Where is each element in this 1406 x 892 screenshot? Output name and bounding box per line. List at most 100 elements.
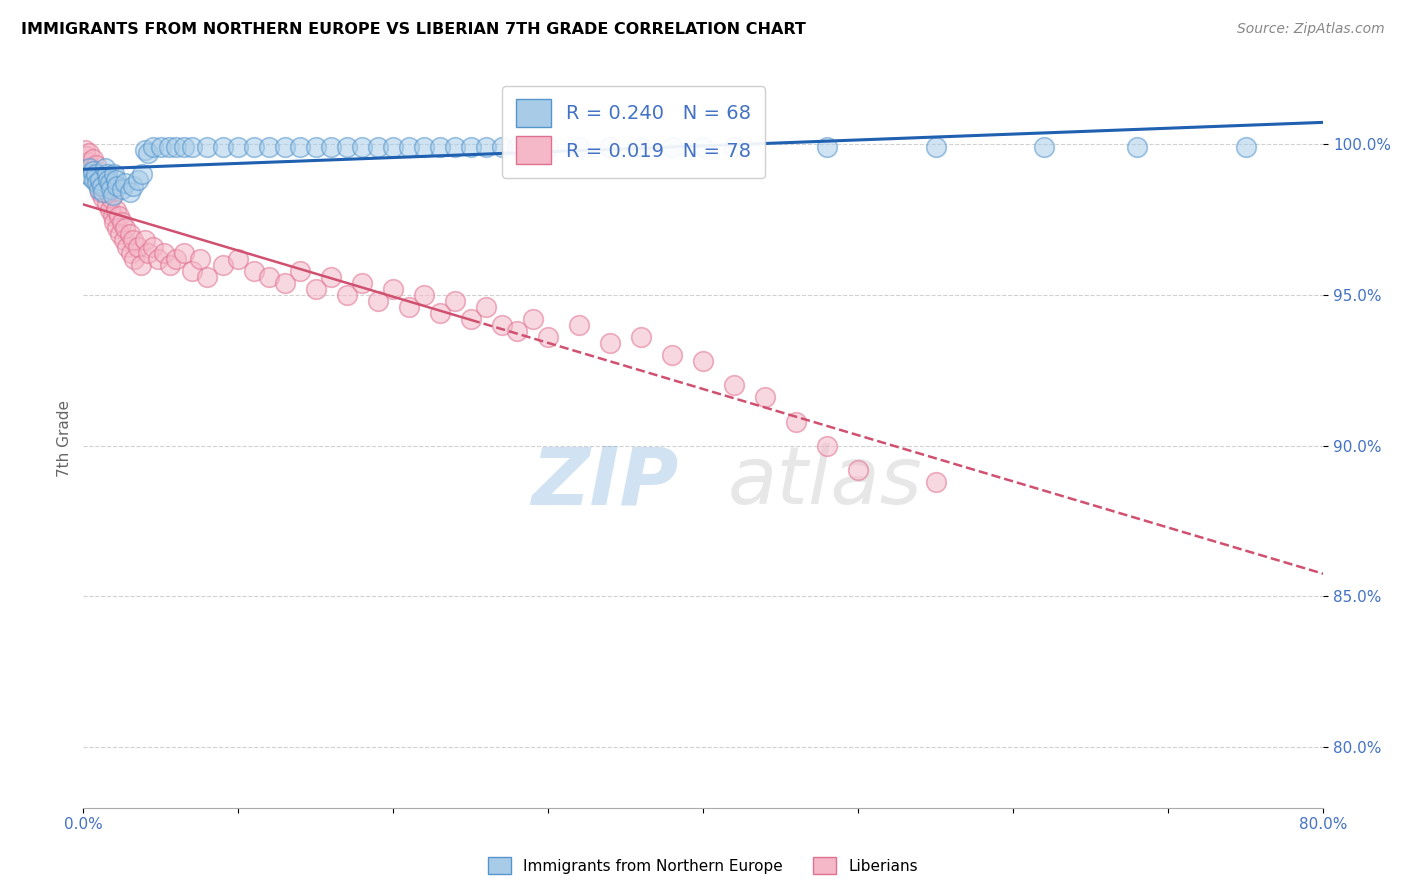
Legend: Immigrants from Northern Europe, Liberians: Immigrants from Northern Europe, Liberia… bbox=[482, 851, 924, 880]
Point bbox=[661, 140, 683, 154]
Point bbox=[305, 282, 328, 296]
Point bbox=[73, 143, 96, 157]
Point bbox=[101, 188, 124, 202]
Point bbox=[321, 269, 343, 284]
Point bbox=[122, 179, 145, 194]
Point bbox=[274, 276, 297, 290]
Point bbox=[75, 149, 97, 163]
Point bbox=[127, 239, 149, 253]
Point bbox=[83, 173, 105, 187]
Point bbox=[124, 252, 146, 266]
Point bbox=[157, 140, 180, 154]
Point bbox=[94, 179, 117, 194]
Point bbox=[522, 140, 544, 154]
Point bbox=[149, 140, 172, 154]
Point bbox=[352, 140, 374, 154]
Point bbox=[336, 287, 359, 301]
Point bbox=[846, 463, 869, 477]
Point bbox=[103, 215, 125, 229]
Point bbox=[115, 239, 138, 253]
Point bbox=[105, 221, 128, 235]
Point bbox=[398, 140, 420, 154]
Point bbox=[89, 185, 111, 199]
Point bbox=[77, 167, 100, 181]
Point bbox=[127, 173, 149, 187]
Point bbox=[599, 140, 621, 154]
Point bbox=[537, 330, 560, 344]
Point bbox=[159, 258, 181, 272]
Point bbox=[134, 143, 156, 157]
Point bbox=[165, 140, 187, 154]
Point bbox=[630, 330, 652, 344]
Point bbox=[630, 140, 652, 154]
Point bbox=[98, 203, 121, 218]
Point bbox=[195, 269, 218, 284]
Point bbox=[491, 318, 513, 332]
Point bbox=[692, 140, 714, 154]
Point bbox=[188, 252, 211, 266]
Point bbox=[815, 140, 838, 154]
Point bbox=[134, 234, 156, 248]
Point bbox=[661, 348, 683, 362]
Point bbox=[104, 203, 127, 218]
Point bbox=[86, 176, 108, 190]
Point bbox=[180, 140, 202, 154]
Text: Source: ZipAtlas.com: Source: ZipAtlas.com bbox=[1237, 22, 1385, 37]
Point bbox=[195, 140, 218, 154]
Point bbox=[138, 245, 160, 260]
Point bbox=[568, 318, 591, 332]
Point bbox=[243, 140, 266, 154]
Point bbox=[180, 263, 202, 277]
Point bbox=[77, 155, 100, 169]
Point bbox=[87, 179, 110, 194]
Point bbox=[429, 140, 451, 154]
Y-axis label: 7th Grade: 7th Grade bbox=[58, 400, 72, 476]
Point bbox=[274, 140, 297, 154]
Point bbox=[413, 287, 436, 301]
Point bbox=[243, 263, 266, 277]
Point bbox=[429, 306, 451, 320]
Point bbox=[104, 173, 127, 187]
Point bbox=[131, 167, 153, 181]
Point bbox=[444, 140, 467, 154]
Point bbox=[146, 252, 169, 266]
Point bbox=[367, 140, 389, 154]
Point bbox=[398, 300, 420, 314]
Point bbox=[79, 161, 101, 175]
Point bbox=[142, 140, 165, 154]
Point bbox=[537, 140, 560, 154]
Point bbox=[97, 185, 120, 199]
Point bbox=[1033, 140, 1056, 154]
Point bbox=[211, 258, 233, 272]
Point bbox=[79, 146, 101, 161]
Point bbox=[506, 140, 529, 154]
Point bbox=[226, 252, 249, 266]
Point bbox=[382, 140, 405, 154]
Point bbox=[173, 245, 195, 260]
Point bbox=[382, 282, 405, 296]
Point bbox=[460, 140, 482, 154]
Point bbox=[82, 164, 104, 178]
Point bbox=[84, 158, 107, 172]
Point bbox=[226, 140, 249, 154]
Point bbox=[142, 239, 165, 253]
Point bbox=[211, 140, 233, 154]
Point bbox=[114, 221, 136, 235]
Point bbox=[80, 161, 103, 175]
Point bbox=[259, 140, 281, 154]
Point bbox=[506, 324, 529, 338]
Point bbox=[93, 191, 115, 205]
Point bbox=[93, 185, 115, 199]
Point bbox=[84, 167, 107, 181]
Point bbox=[165, 252, 187, 266]
Point bbox=[925, 140, 948, 154]
Point bbox=[96, 167, 118, 181]
Point bbox=[114, 176, 136, 190]
Point bbox=[100, 182, 122, 196]
Point bbox=[101, 210, 124, 224]
Point bbox=[138, 146, 160, 161]
Point bbox=[785, 415, 807, 429]
Point bbox=[173, 140, 195, 154]
Point bbox=[367, 293, 389, 308]
Point bbox=[522, 312, 544, 326]
